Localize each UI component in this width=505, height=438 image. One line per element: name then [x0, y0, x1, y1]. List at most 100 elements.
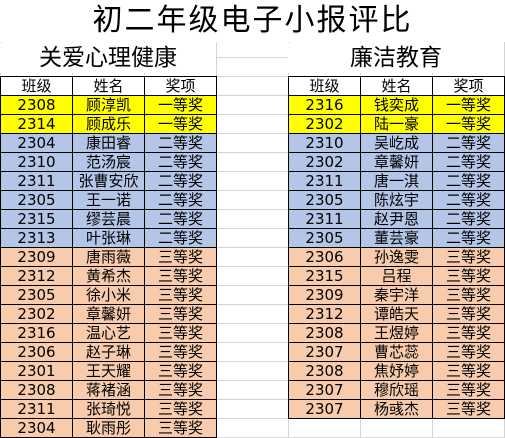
- cell-award[interactable]: 二等奖: [432, 133, 505, 153]
- cell-award[interactable]: 三等奖: [432, 266, 505, 286]
- cell-award[interactable]: 三等奖: [432, 380, 505, 400]
- cell-name[interactable]: 章馨妍: [360, 152, 433, 172]
- cell-class[interactable]: 2301: [0, 361, 73, 381]
- cell-name[interactable]: 穆欣瑶: [360, 380, 433, 400]
- cell-class[interactable]: 2304: [0, 133, 73, 153]
- cell-name[interactable]: 杨彧杰: [360, 399, 433, 419]
- cell-award[interactable]: 三等奖: [432, 323, 505, 343]
- cell-class[interactable]: 2306: [288, 247, 361, 267]
- cell-award[interactable]: 二等奖: [432, 171, 505, 191]
- cell-name[interactable]: 徐小米: [72, 285, 145, 305]
- cell-class[interactable]: 2311: [0, 399, 73, 419]
- cell-name[interactable]: 吴屹成: [360, 133, 433, 153]
- cell-name[interactable]: 王煜婷: [360, 323, 433, 343]
- cell-name[interactable]: 赵尹恩: [360, 209, 433, 229]
- cell-award[interactable]: 二等奖: [432, 228, 505, 248]
- cell-award[interactable]: 二等奖: [432, 209, 505, 229]
- cell-award[interactable]: 三等奖: [144, 399, 217, 419]
- cell-class[interactable]: 2316: [0, 323, 73, 343]
- cell-class[interactable]: 2307: [288, 342, 361, 362]
- cell-class[interactable]: 2315: [0, 209, 73, 229]
- cell-class[interactable]: 2306: [0, 342, 73, 362]
- cell-name[interactable]: 顾成乐: [72, 114, 145, 134]
- cell-award[interactable]: 三等奖: [144, 323, 217, 343]
- cell-award[interactable]: 一等奖: [144, 95, 217, 115]
- cell-award[interactable]: 一等奖: [432, 95, 505, 115]
- cell-class[interactable]: 2313: [0, 228, 73, 248]
- cell-class[interactable]: 2302: [288, 152, 361, 172]
- cell-class[interactable]: 2307: [288, 380, 361, 400]
- cell-class[interactable]: 2316: [288, 95, 361, 115]
- cell-name[interactable]: 王天耀: [72, 361, 145, 381]
- cell-name[interactable]: 秦宇洋: [360, 285, 433, 305]
- cell-name[interactable]: 谭皓天: [360, 304, 433, 324]
- cell-name[interactable]: 章馨妍: [72, 304, 145, 324]
- cell-class[interactable]: 2310: [288, 133, 361, 153]
- cell-award[interactable]: 三等奖: [432, 247, 505, 267]
- cell-name[interactable]: 叶张琳: [72, 228, 145, 248]
- cell-award[interactable]: 三等奖: [144, 380, 217, 400]
- cell-name[interactable]: 孙逸雯: [360, 247, 433, 267]
- cell-name[interactable]: 缪芸晨: [72, 209, 145, 229]
- cell-class[interactable]: 2305: [0, 285, 73, 305]
- cell-name[interactable]: 唐雨薇: [72, 247, 145, 267]
- cell-award[interactable]: 二等奖: [432, 190, 505, 210]
- cell-award[interactable]: 一等奖: [432, 114, 505, 134]
- cell-award[interactable]: 三等奖: [144, 418, 217, 438]
- cell-award[interactable]: 三等奖: [144, 247, 217, 267]
- header-award[interactable]: 奖项: [432, 76, 505, 96]
- cell-award[interactable]: 二等奖: [432, 152, 505, 172]
- cell-name[interactable]: 范汤宸: [72, 152, 145, 172]
- cell-award[interactable]: 三等奖: [432, 399, 505, 419]
- header-class[interactable]: 班级: [0, 76, 73, 96]
- cell-award[interactable]: 二等奖: [144, 133, 217, 153]
- cell-award[interactable]: 三等奖: [144, 304, 217, 324]
- cell-award[interactable]: 三等奖: [144, 285, 217, 305]
- cell-class[interactable]: 2309: [288, 285, 361, 305]
- cell-class[interactable]: 2315: [288, 266, 361, 286]
- cell-award[interactable]: 二等奖: [144, 171, 217, 191]
- cell-class[interactable]: 2304: [0, 418, 73, 438]
- cell-class[interactable]: 2311: [0, 171, 73, 191]
- cell-class[interactable]: 2305: [288, 190, 361, 210]
- cell-name[interactable]: 王一诺: [72, 190, 145, 210]
- cell-award[interactable]: 三等奖: [432, 285, 505, 305]
- cell-award[interactable]: 二等奖: [144, 190, 217, 210]
- cell-name[interactable]: 耿雨彤: [72, 418, 145, 438]
- cell-name[interactable]: 蒋褚涵: [72, 380, 145, 400]
- cell-class[interactable]: 2311: [288, 171, 361, 191]
- cell-class[interactable]: 2310: [0, 152, 73, 172]
- header-class[interactable]: 班级: [288, 76, 361, 96]
- cell-class[interactable]: 2312: [288, 304, 361, 324]
- cell-name[interactable]: 唐一淇: [360, 171, 433, 191]
- cell-award[interactable]: 一等奖: [144, 114, 217, 134]
- cell-name[interactable]: 陆一豪: [360, 114, 433, 134]
- cell-name[interactable]: 董芸豪: [360, 228, 433, 248]
- cell-class[interactable]: 2302: [0, 304, 73, 324]
- cell-class[interactable]: 2305: [0, 190, 73, 210]
- cell-award[interactable]: 三等奖: [432, 304, 505, 324]
- cell-class[interactable]: 2308: [288, 323, 361, 343]
- cell-class[interactable]: 2305: [288, 228, 361, 248]
- cell-class[interactable]: 2302: [288, 114, 361, 134]
- cell-name[interactable]: 康田睿: [72, 133, 145, 153]
- cell-award[interactable]: 二等奖: [144, 152, 217, 172]
- cell-class[interactable]: 2309: [0, 247, 73, 267]
- header-award[interactable]: 奖项: [144, 76, 217, 96]
- cell-class[interactable]: 2308: [0, 95, 73, 115]
- cell-name[interactable]: 温心艺: [72, 323, 145, 343]
- cell-name[interactable]: 黄希杰: [72, 266, 145, 286]
- cell-name[interactable]: 吕程: [360, 266, 433, 286]
- cell-class[interactable]: 2308: [288, 361, 361, 381]
- cell-name[interactable]: 张琦悦: [72, 399, 145, 419]
- cell-name[interactable]: 张曹安欣: [72, 171, 145, 191]
- cell-name[interactable]: 顾淳凯: [72, 95, 145, 115]
- header-name[interactable]: 姓名: [360, 76, 433, 96]
- cell-class[interactable]: 2314: [0, 114, 73, 134]
- cell-name[interactable]: 赵子琳: [72, 342, 145, 362]
- cell-name[interactable]: 陈炫宇: [360, 190, 433, 210]
- cell-name[interactable]: 焦妤婷: [360, 361, 433, 381]
- cell-name[interactable]: 钱奕成: [360, 95, 433, 115]
- cell-award[interactable]: 三等奖: [432, 361, 505, 381]
- cell-award[interactable]: 二等奖: [144, 228, 217, 248]
